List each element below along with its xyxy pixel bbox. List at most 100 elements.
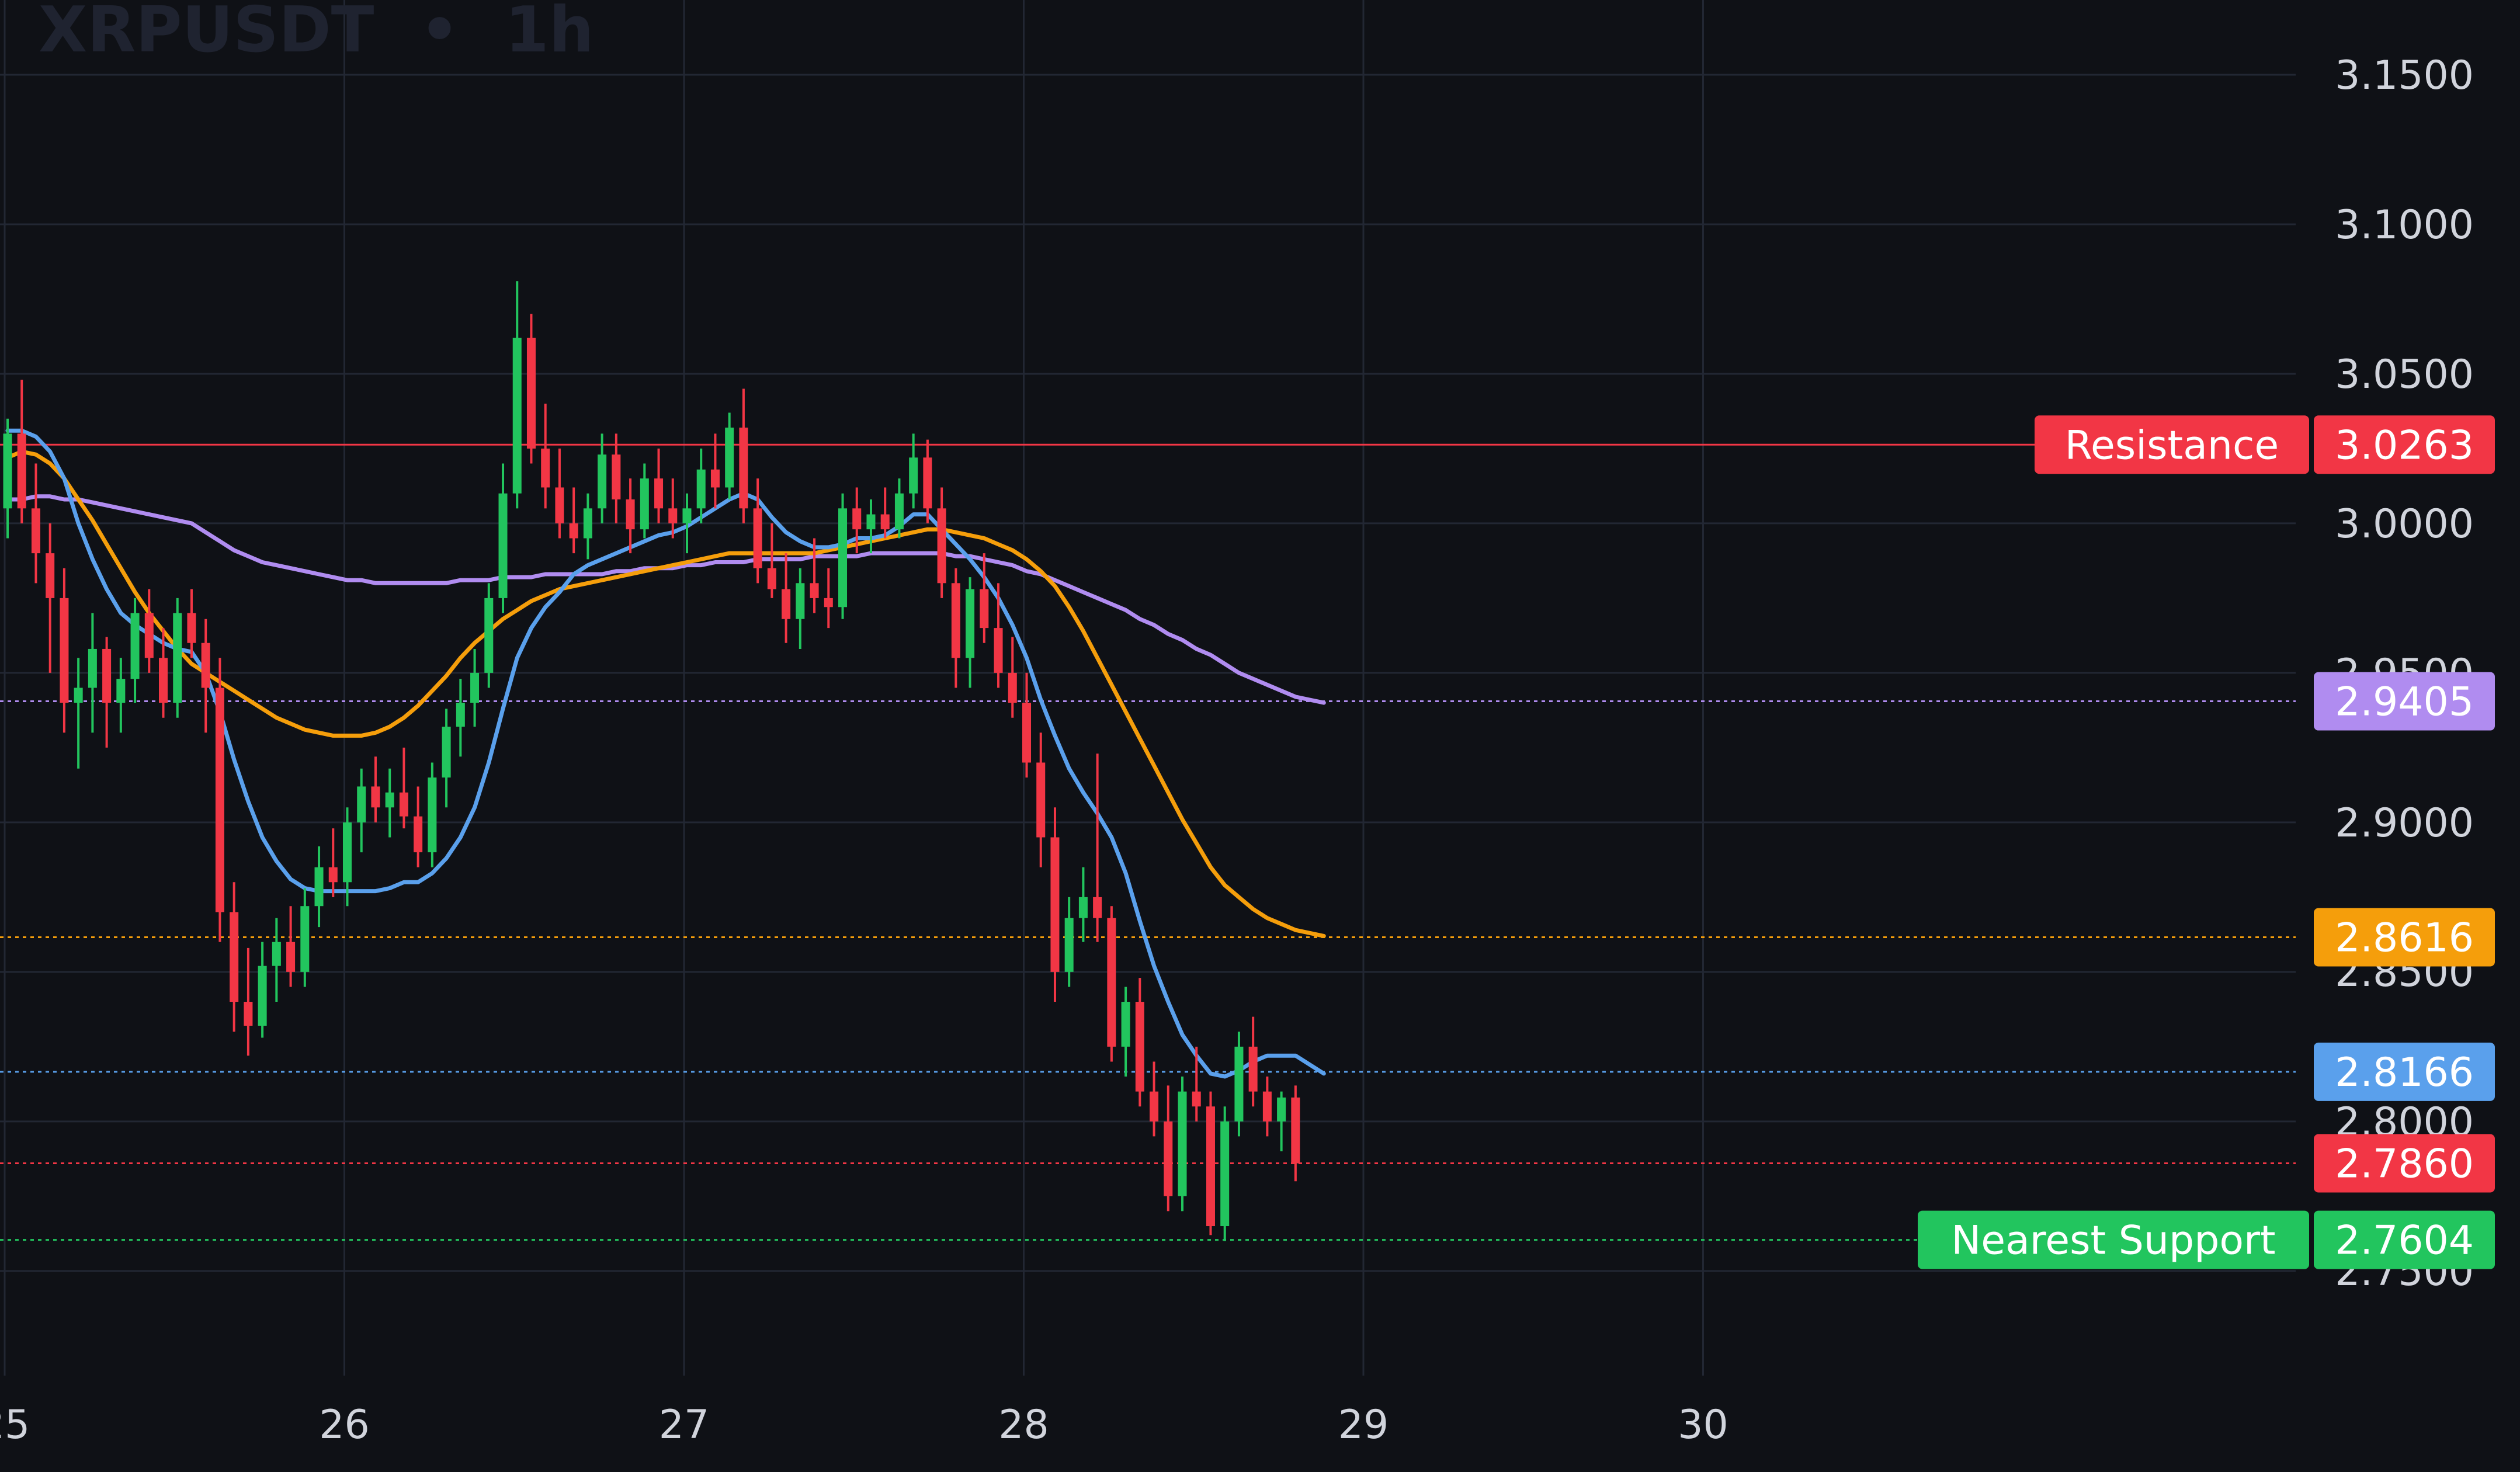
candle-body — [144, 613, 154, 658]
candle — [328, 828, 338, 897]
candle-body — [1192, 1091, 1201, 1107]
x-tick-label: 27 — [659, 1402, 710, 1448]
candle — [866, 499, 876, 554]
x-tick-label: 26 — [319, 1402, 370, 1448]
candle-body — [937, 508, 946, 584]
x-tick-label: 25 — [0, 1402, 30, 1448]
price-tag — [2314, 415, 2495, 474]
price-tag-value: 3.0263 — [2335, 422, 2474, 468]
candle — [980, 553, 989, 643]
candle-body — [371, 786, 380, 808]
candle — [1078, 867, 1088, 942]
candle-body — [725, 428, 734, 488]
candle — [272, 918, 281, 1002]
candle — [1234, 1032, 1244, 1137]
candle — [230, 882, 239, 1032]
interval-label: 1h — [505, 0, 594, 67]
candle — [357, 768, 366, 853]
candle — [512, 281, 522, 509]
time-axis[interactable]: 25 26 27 28 29 30 — [0, 1402, 1728, 1448]
candle-body — [1262, 1091, 1272, 1122]
candle-body — [753, 508, 762, 568]
candle — [414, 786, 423, 867]
candle — [74, 658, 83, 769]
candle-body — [569, 523, 578, 539]
candle-body — [696, 469, 706, 509]
candle — [626, 478, 635, 554]
candle — [144, 589, 154, 673]
symbol-label: XRPUSDT — [39, 0, 374, 67]
price-tag-value: 2.9405 — [2335, 679, 2474, 725]
candle — [1192, 1046, 1201, 1122]
candle-body — [923, 457, 932, 509]
candle — [1135, 978, 1144, 1107]
candle-body — [1050, 837, 1060, 972]
candle — [314, 846, 324, 928]
y-tick-label: 3.0000 — [2335, 501, 2474, 547]
candle — [640, 463, 649, 539]
candle-body — [272, 942, 281, 966]
candle — [951, 568, 960, 688]
candle — [60, 568, 69, 733]
candle-body — [1135, 1002, 1144, 1092]
candle — [555, 448, 564, 539]
candle-body — [342, 822, 352, 883]
candle-body — [173, 613, 182, 703]
chart-grid — [0, 0, 2296, 1376]
price-tag-value: 2.8616 — [2335, 915, 2474, 961]
candle — [1093, 754, 1102, 942]
candle-body — [1064, 918, 1074, 972]
candle — [1206, 1091, 1215, 1235]
candle-body — [980, 589, 989, 629]
candle — [371, 756, 380, 822]
level-label-box — [2035, 415, 2309, 474]
candle — [696, 448, 706, 523]
candle-body — [1008, 672, 1017, 703]
candle-body — [909, 457, 918, 494]
candle-body — [1178, 1091, 1187, 1196]
candle — [1022, 672, 1032, 778]
candle — [767, 523, 776, 598]
candle — [215, 658, 224, 942]
candle-body — [1234, 1046, 1244, 1122]
candle — [937, 487, 946, 598]
candle-body — [810, 583, 819, 598]
candle-body — [838, 508, 848, 607]
candle — [880, 487, 890, 539]
candle-body — [357, 786, 366, 822]
candle — [3, 418, 12, 539]
candle — [796, 568, 805, 649]
price-tags: 3.0263 Resistance 2.9405 2.8616 2.8166 2.7860… — [1918, 415, 2495, 1269]
candle — [46, 523, 55, 673]
candle-body — [3, 433, 12, 509]
candle — [300, 888, 310, 987]
candle-body — [215, 688, 224, 912]
candle-body — [88, 648, 97, 688]
candle-body — [1291, 1097, 1300, 1164]
candle — [130, 598, 140, 703]
candle-body — [951, 583, 960, 658]
watermark-separator: • — [419, 0, 460, 67]
candle — [782, 553, 791, 643]
candle-body — [385, 792, 394, 808]
candle-body — [314, 867, 324, 907]
price-tag — [2314, 672, 2495, 731]
level-label-box — [1918, 1210, 2309, 1269]
candle-body — [526, 338, 536, 449]
candle — [159, 628, 168, 718]
candle-body — [583, 508, 592, 539]
candle-body — [414, 816, 423, 853]
price-tag — [2314, 1042, 2495, 1101]
candle-body — [612, 454, 621, 499]
candle-body — [994, 628, 1003, 673]
candle — [1036, 732, 1046, 867]
x-tick-label: 29 — [1338, 1402, 1389, 1448]
candle-body — [512, 338, 522, 494]
candle-body — [1036, 762, 1046, 838]
candle — [668, 478, 678, 539]
candle — [1107, 906, 1116, 1062]
candle-body — [230, 912, 239, 1002]
candle-body — [866, 514, 876, 530]
candle-body — [328, 867, 338, 883]
